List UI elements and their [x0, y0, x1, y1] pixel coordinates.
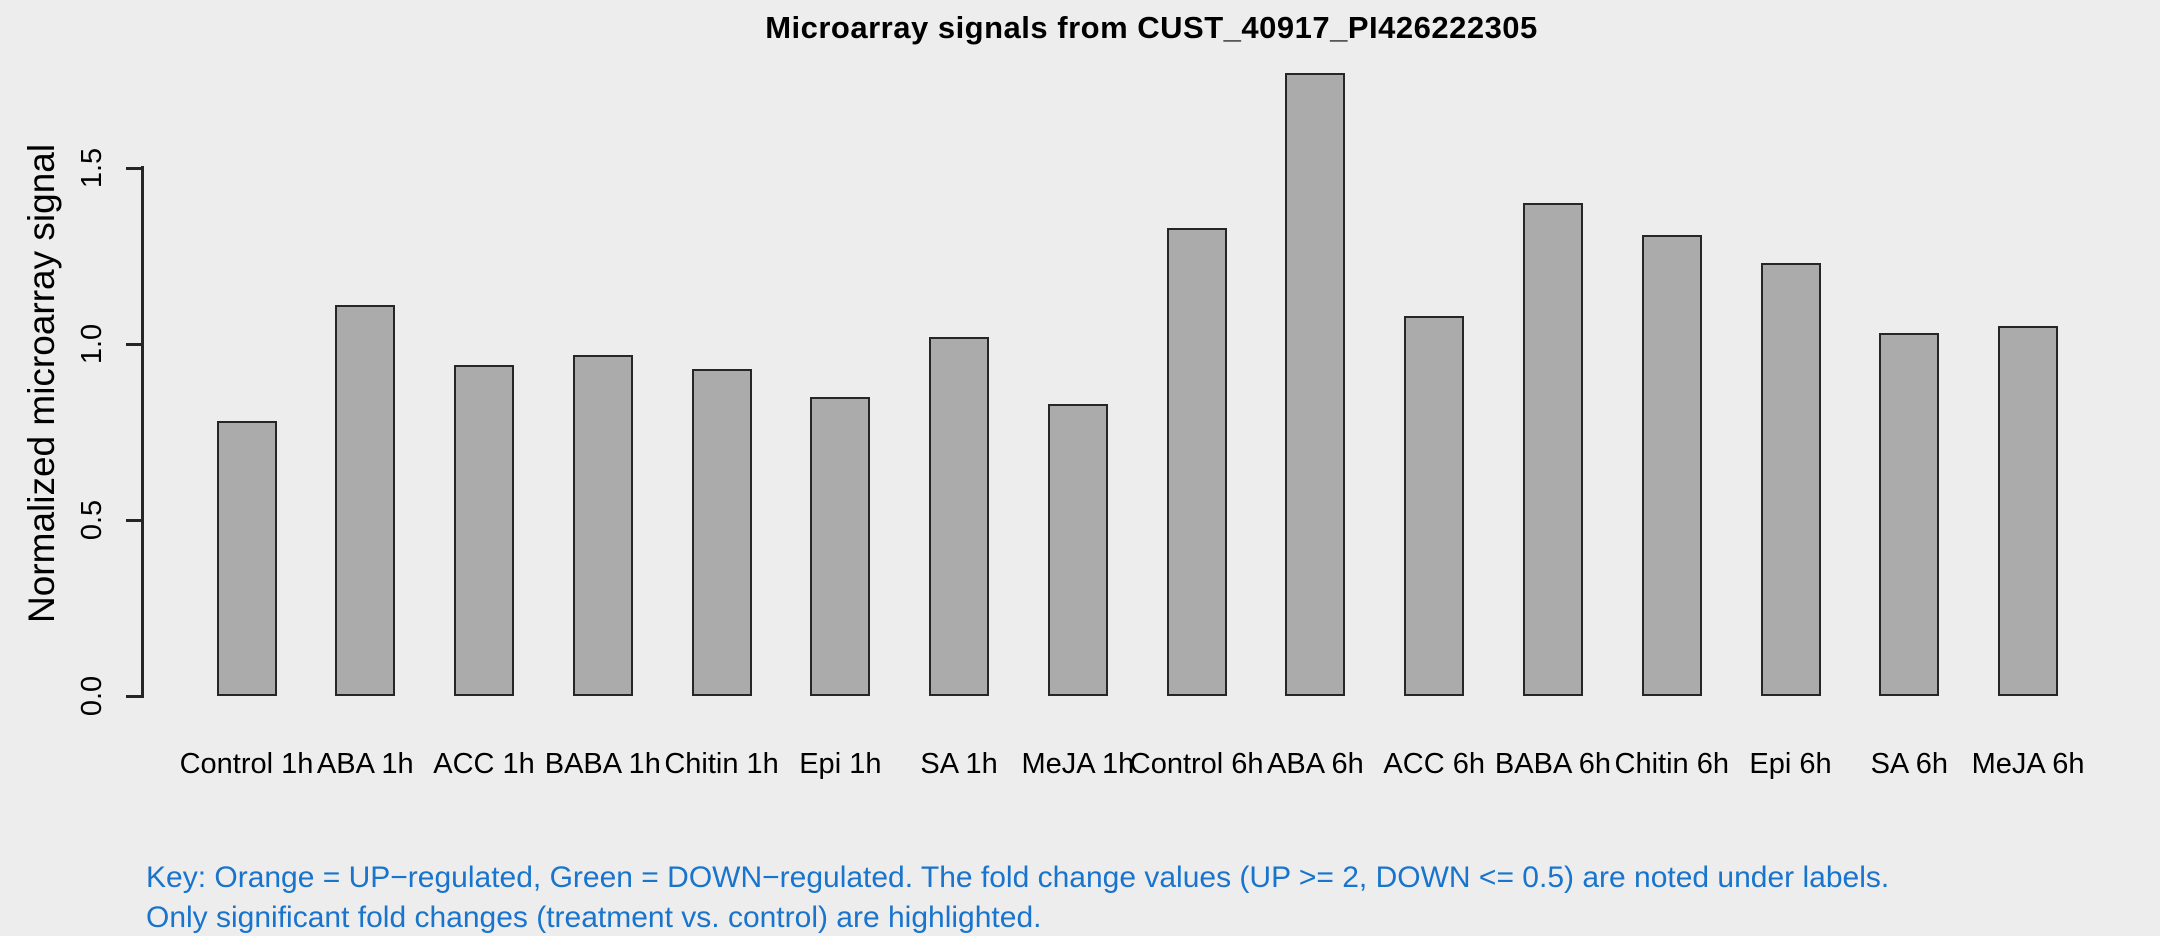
bar-epi-6h [1760, 263, 1821, 696]
bar-sa-1h [929, 336, 990, 696]
bar-acc-1h [454, 365, 515, 696]
x-label-baba-1h: BABA 1h [544, 748, 661, 780]
bar-meja-6h [1998, 326, 2059, 696]
y-axis-line [141, 166, 144, 698]
x-label-control-6h: Control 6h [1129, 748, 1264, 780]
bar-acc-6h [1404, 315, 1465, 696]
x-label-sa-1h: SA 1h [920, 748, 998, 780]
x-label-meja-6h: MeJA 6h [1971, 748, 2085, 780]
x-label-epi-1h: Epi 1h [799, 748, 882, 780]
bar-aba-1h [335, 305, 396, 696]
y-tick-mark [126, 694, 141, 698]
y-tick-label: 0.0 [76, 675, 108, 717]
y-axis-title: Normalized microarray signal [21, 143, 62, 623]
y-tick-mark [126, 166, 141, 170]
y-tick-mark [126, 342, 141, 346]
y-tick-mark [126, 518, 141, 522]
bar-baba-1h [572, 354, 633, 696]
bar-meja-1h [1047, 403, 1108, 696]
x-label-control-1h: Control 1h [179, 748, 314, 780]
key-annotation-line-1: Key: Orange = UP−regulated, Green = DOWN… [146, 861, 1890, 894]
x-label-chitin-6h: Chitin 6h [1614, 748, 1729, 780]
key-annotation-line-2: Only significant fold changes (treatment… [146, 901, 1042, 934]
x-label-chitin-1h: Chitin 1h [664, 748, 779, 780]
y-tick-label: 0.5 [76, 499, 108, 541]
x-label-aba-1h: ABA 1h [316, 748, 414, 780]
bar-aba-6h [1285, 72, 1346, 696]
bar-control-1h [216, 421, 277, 696]
x-label-sa-6h: SA 6h [1870, 748, 1948, 780]
y-tick-label: 1.5 [76, 147, 108, 189]
x-label-aba-6h: ABA 6h [1267, 748, 1364, 780]
bar-chitin-6h [1641, 234, 1702, 696]
bar-sa-6h [1879, 333, 1940, 696]
x-label-meja-1h: MeJA 1h [1021, 748, 1135, 780]
x-label-baba-6h: BABA 6h [1494, 748, 1612, 780]
bar-baba-6h [1522, 203, 1583, 696]
key-annotation: Key: Orange = UP−regulated, Green = DOWN… [146, 858, 1889, 936]
bar-control-6h [1166, 227, 1227, 696]
x-label-epi-6h: Epi 6h [1749, 748, 1832, 780]
x-label-acc-6h: ACC 6h [1383, 748, 1485, 780]
bar-chitin-1h [691, 368, 752, 696]
chart-title: Microarray signals from CUST_40917_PI426… [765, 10, 1538, 45]
y-tick-label: 1.0 [76, 323, 108, 365]
bar-epi-1h [810, 396, 871, 696]
x-label-acc-1h: ACC 1h [433, 748, 535, 780]
